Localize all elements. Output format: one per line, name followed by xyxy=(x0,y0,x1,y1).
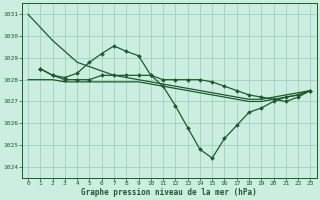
X-axis label: Graphe pression niveau de la mer (hPa): Graphe pression niveau de la mer (hPa) xyxy=(81,188,257,197)
